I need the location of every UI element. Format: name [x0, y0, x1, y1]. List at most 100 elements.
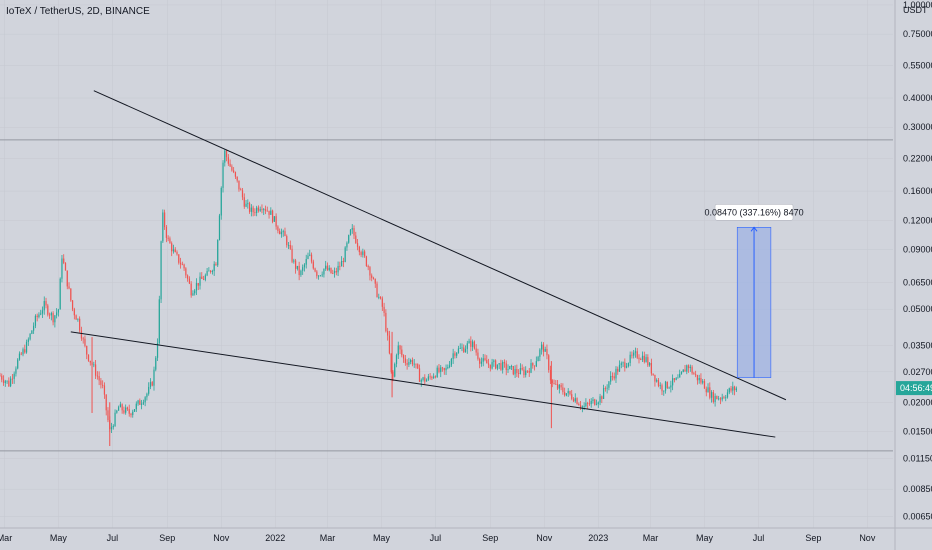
candle-body — [98, 376, 100, 381]
candle-body — [604, 388, 606, 389]
candle-body — [617, 368, 619, 372]
candle-body — [726, 392, 729, 398]
candle-body — [346, 242, 348, 248]
candle-body — [489, 364, 491, 369]
candle-body — [355, 235, 357, 244]
candle-body — [588, 403, 591, 405]
lower-trendline — [70, 331, 776, 438]
candle-body — [77, 318, 79, 320]
candle-body — [284, 231, 286, 237]
candle-body — [211, 271, 214, 272]
candle-body — [578, 404, 580, 406]
candle-body — [63, 258, 65, 263]
candle-body — [684, 369, 686, 372]
candle-body — [643, 355, 645, 362]
candle-body — [146, 393, 148, 398]
candle-body — [199, 276, 201, 286]
candle-body — [422, 377, 424, 380]
candle-body — [328, 267, 330, 271]
candle-body — [564, 392, 566, 396]
candle-body — [89, 360, 91, 363]
x-tick-label: May — [50, 533, 68, 543]
candle-body — [70, 288, 72, 301]
candle-body — [408, 361, 410, 365]
candle-body — [282, 231, 284, 233]
candle-body — [486, 360, 488, 364]
candle-body — [314, 268, 316, 272]
candle-body — [410, 359, 412, 362]
candle-body — [266, 210, 268, 212]
candle-body — [385, 312, 387, 332]
candle-body — [140, 403, 143, 405]
candle-body — [135, 403, 137, 410]
candle-body — [436, 367, 438, 378]
candle-body — [691, 366, 693, 374]
candle-body — [11, 378, 14, 380]
candle-body — [252, 207, 254, 213]
candle-body — [256, 207, 258, 213]
candle-body — [100, 380, 102, 385]
candle-body — [181, 264, 183, 266]
candle-body — [528, 370, 530, 373]
candle-body — [707, 387, 709, 393]
candle-body — [473, 341, 475, 349]
candle-body — [659, 385, 661, 387]
candle-body — [82, 338, 84, 340]
candle-body — [502, 362, 504, 370]
x-tick-label: 2022 — [265, 533, 285, 543]
candle-body — [156, 342, 159, 358]
candle-body — [618, 364, 621, 372]
candle-body — [227, 157, 229, 164]
candle-body — [510, 366, 513, 367]
candle-body — [114, 412, 116, 427]
candle-body — [222, 162, 224, 188]
candle-body — [735, 388, 737, 391]
candle-body — [427, 376, 429, 380]
candle-body — [425, 379, 428, 382]
candle-body — [233, 170, 235, 173]
candle-body — [491, 362, 493, 369]
candle-body — [687, 365, 690, 369]
candle-body — [571, 394, 573, 399]
candle-body — [335, 271, 337, 273]
candle-body — [231, 166, 233, 171]
chart-title: IoTeX / TetherUS, 2D, BINANCE — [6, 6, 150, 17]
candle-body — [148, 386, 150, 394]
candle-body — [565, 393, 568, 396]
candle-body — [215, 263, 217, 266]
candle-body — [544, 348, 546, 352]
candle-body — [388, 335, 391, 354]
candle-body — [714, 395, 716, 402]
candle-body — [381, 298, 383, 307]
candle-body — [525, 370, 527, 376]
measure-label: 0.08470 (337.16%) 8470 — [705, 207, 804, 217]
candle-body — [201, 276, 203, 279]
candle-body — [625, 366, 628, 368]
candle-body — [372, 277, 375, 279]
candle-body — [178, 254, 180, 263]
candle-body — [213, 263, 215, 272]
candle-body — [535, 361, 537, 367]
candle-body — [317, 275, 320, 277]
candle-body — [579, 405, 582, 408]
candle-body — [574, 398, 576, 402]
candle-body — [287, 244, 290, 246]
candle-body — [36, 315, 38, 318]
candle-body — [17, 359, 19, 369]
candle-body — [93, 364, 95, 366]
candle-body — [703, 381, 706, 389]
y-tick-label: 0.00650 — [903, 511, 932, 521]
candle-body — [702, 381, 704, 383]
candle-body — [75, 315, 77, 320]
candle-body — [153, 369, 155, 386]
candle-body — [675, 378, 677, 380]
candle-body — [503, 362, 506, 364]
candle-body — [418, 368, 421, 382]
candle-body — [549, 370, 552, 381]
candle-body — [341, 260, 343, 267]
